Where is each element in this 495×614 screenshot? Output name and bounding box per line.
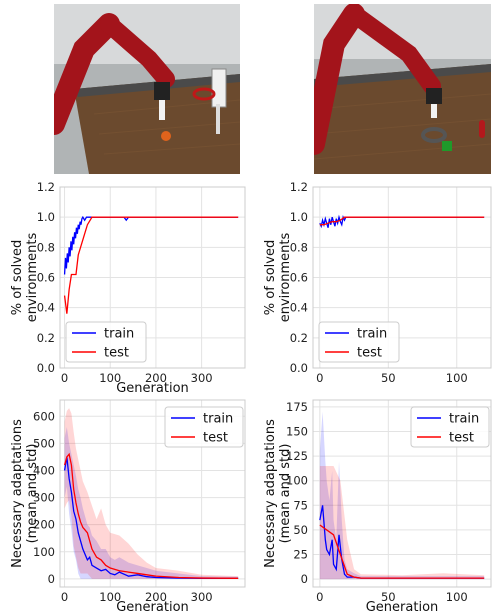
y-tick-label: 0.2: [290, 331, 308, 345]
x-tick-label: 200: [145, 590, 167, 604]
y-tick-label: 175: [286, 400, 308, 414]
series-line-test: [63, 216, 239, 314]
y-axis-label-line: (mean and std): [278, 444, 293, 544]
y-tick-label: 0.8: [37, 240, 55, 254]
std-band-train: [64, 427, 239, 579]
plot-frame: [312, 399, 492, 588]
y-axis-label: Necessary adaptations(mean and std): [263, 419, 293, 568]
y-axis-label-line: environments: [25, 232, 40, 322]
x-tick-label: 0: [61, 371, 68, 385]
y-tick-label: 0.4: [290, 301, 308, 315]
y-axis-label-line: Necessary adaptations: [10, 419, 25, 568]
x-tick-label: 0: [316, 590, 323, 604]
y-tick-label: 1.0: [37, 210, 55, 224]
x-tick-label: 50: [381, 590, 396, 604]
x-tick-label: 0: [61, 590, 68, 604]
x-axis-label: Generation: [116, 600, 189, 614]
x-tick-label: 50: [381, 371, 396, 385]
x-tick-label: 100: [99, 590, 121, 604]
y-tick-label: 100: [33, 545, 55, 559]
x-tick-label: 100: [446, 371, 468, 385]
y-axis-label-line: Necessary adaptations: [263, 419, 278, 568]
y-axis-label: % of solvedenvironments: [10, 232, 40, 322]
y-tick-label: 0: [48, 572, 55, 586]
y-tick-label: 1.0: [290, 210, 308, 224]
y-tick-label: 125: [286, 449, 308, 463]
plot-frame: [59, 186, 246, 369]
y-tick-label: 100: [286, 474, 308, 488]
y-tick-label: 0.0: [37, 361, 55, 375]
y-tick-label: 500: [33, 436, 55, 450]
legend: train test: [164, 406, 244, 448]
chart-solved-left: 0.0 0.2 0.4 0.6 0.8 1.0 1.2 0 100 200 300Generatio…: [10, 180, 246, 396]
robot-scene-illustration: [54, 4, 240, 174]
series-line-test: [319, 524, 485, 579]
series-line-train: [319, 214, 485, 229]
y-tick-label: 150: [286, 424, 308, 438]
legend-label-train: train: [104, 327, 134, 342]
x-tick-label: 300: [191, 371, 213, 385]
legend-label-train: train: [357, 327, 387, 342]
x-tick-label: 100: [99, 371, 121, 385]
legend-label-test: test: [357, 346, 382, 361]
std-band-test: [64, 408, 239, 579]
x-axis-label: Generation: [116, 381, 189, 396]
y-axis-label-line: environments: [278, 232, 293, 322]
x-tick-label: 100: [446, 590, 468, 604]
legend-label-train: train: [203, 412, 233, 427]
y-tick-label: 0.8: [290, 240, 308, 254]
x-axis-label: Generation: [366, 600, 439, 614]
robot-scene-illustration: [314, 4, 491, 174]
x-tick-label: 300: [191, 590, 213, 604]
robot-scene-image-right: [314, 4, 491, 174]
y-axis-label-line: (mean and std): [25, 444, 40, 544]
y-axis-label-line: % of solved: [10, 240, 25, 315]
x-tick-label: 0: [316, 371, 323, 385]
y-axis-label: Necessary adaptations(mean and std): [10, 419, 40, 568]
series-line-train: [63, 456, 239, 579]
series-line-test: [319, 216, 485, 226]
y-axis-label-line: % of solved: [263, 240, 278, 315]
chart-solved-right: 0.0 0.2 0.4 0.6 0.8 1.0 1.2 0 50 100 % of solveden…: [263, 180, 492, 385]
legend-label-test: test: [104, 346, 129, 361]
legend-label-test: test: [203, 431, 228, 446]
std-band-test: [319, 465, 485, 580]
plot-frame: [312, 186, 492, 369]
legend-label-test: test: [449, 431, 474, 446]
legend: train test: [410, 406, 490, 448]
y-tick-label: 25: [293, 548, 308, 562]
y-tick-label: 1.2: [290, 180, 308, 194]
legend: train test: [65, 321, 147, 363]
y-tick-label: 0.0: [290, 361, 308, 375]
series-line-train: [63, 215, 239, 275]
series-line-test: [63, 452, 239, 579]
y-tick-label: 0.6: [290, 271, 308, 285]
y-axis-label: % of solvedenvironments: [263, 232, 293, 322]
x-tick-label: 200: [145, 371, 167, 385]
y-tick-label: 200: [33, 518, 55, 532]
y-tick-label: 300: [33, 491, 55, 505]
y-tick-label: 400: [33, 463, 55, 477]
y-tick-label: 1.2: [37, 180, 55, 194]
y-tick-label: 0.4: [37, 301, 55, 315]
y-tick-label: 0: [301, 572, 308, 586]
y-tick-label: 600: [33, 409, 55, 423]
y-tick-label: 0.2: [37, 331, 55, 345]
robot-scene-image-left: [54, 4, 240, 174]
y-tick-label: 75: [293, 498, 308, 512]
y-tick-label: 50: [293, 523, 308, 537]
legend: train test: [318, 321, 400, 363]
chart-adapt-right: 0 25 50 75 100 125 150 175 0 50 100 Generation Neces…: [263, 399, 492, 614]
plot-frame: [59, 399, 246, 588]
legend-label-train: train: [449, 412, 479, 427]
y-tick-label: 0.6: [37, 271, 55, 285]
